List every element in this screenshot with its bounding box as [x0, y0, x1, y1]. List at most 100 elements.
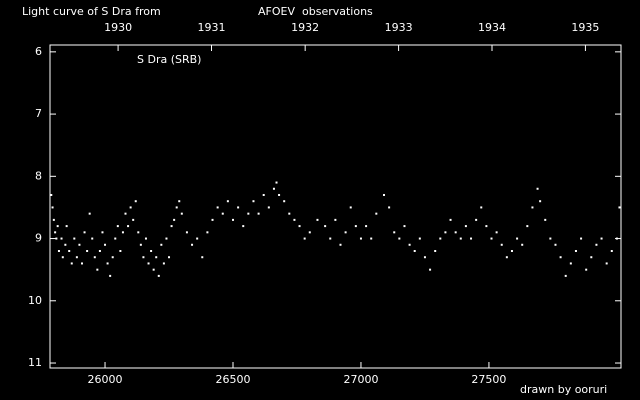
y-tick-label: 8: [35, 169, 42, 182]
point: [139, 243, 142, 246]
point: [51, 206, 54, 209]
point: [464, 225, 467, 228]
point: [142, 256, 145, 259]
point: [398, 237, 401, 240]
point: [544, 218, 547, 221]
point: [56, 225, 59, 228]
point: [413, 249, 416, 252]
point: [150, 249, 153, 252]
point: [111, 256, 114, 259]
x2-tick-label: 1933: [385, 21, 413, 34]
point: [554, 243, 557, 246]
point: [201, 256, 204, 259]
point: [152, 268, 155, 271]
point: [124, 212, 127, 215]
point: [98, 249, 101, 252]
x2-tick-label: 1934: [478, 21, 506, 34]
y-tick-label: 10: [28, 294, 42, 307]
point: [129, 206, 132, 209]
point: [475, 218, 478, 221]
point: [54, 231, 57, 234]
point: [275, 181, 278, 184]
point: [91, 237, 94, 240]
point: [191, 243, 194, 246]
point: [283, 200, 286, 203]
point: [429, 268, 432, 271]
point: [101, 231, 104, 234]
subtitle: S Dra (SRB): [137, 53, 201, 66]
point: [574, 249, 577, 252]
point: [354, 225, 357, 228]
point: [57, 249, 60, 252]
x2-tick-label: 1930: [104, 21, 132, 34]
point: [349, 206, 352, 209]
point: [539, 200, 542, 203]
point: [70, 262, 73, 265]
point: [526, 225, 529, 228]
point: [536, 187, 539, 190]
point: [418, 237, 421, 240]
point: [262, 193, 265, 196]
point: [564, 274, 567, 277]
point: [155, 256, 158, 259]
point: [211, 218, 214, 221]
point: [80, 262, 83, 265]
point: [252, 200, 255, 203]
point: [408, 243, 411, 246]
point: [316, 218, 319, 221]
point: [127, 225, 130, 228]
point: [180, 212, 183, 215]
point: [339, 243, 342, 246]
title-end: observations: [302, 5, 373, 18]
point: [590, 256, 593, 259]
point: [569, 262, 572, 265]
point: [147, 262, 150, 265]
point: [459, 237, 462, 240]
chart-title: Light curve of S Dra from: [22, 5, 161, 18]
point: [600, 237, 603, 240]
point: [334, 218, 337, 221]
point: [490, 237, 493, 240]
point: [500, 243, 503, 246]
point: [216, 206, 219, 209]
point: [60, 237, 63, 240]
point: [610, 249, 613, 252]
point: [247, 212, 250, 215]
point: [196, 237, 199, 240]
point: [444, 231, 447, 234]
point: [132, 218, 135, 221]
point: [288, 212, 291, 215]
point: [510, 249, 513, 252]
point: [359, 237, 362, 240]
point: [160, 243, 163, 246]
point: [109, 274, 112, 277]
x-tick-label: 26500: [215, 373, 250, 386]
point: [383, 193, 386, 196]
point: [495, 231, 498, 234]
point: [93, 256, 96, 259]
point: [375, 212, 378, 215]
point: [618, 206, 621, 209]
point: [454, 231, 457, 234]
x2-tick-label: 1932: [291, 21, 319, 34]
point: [68, 249, 71, 252]
point: [116, 225, 119, 228]
point: [65, 225, 68, 228]
point: [226, 200, 229, 203]
point: [73, 237, 76, 240]
point: [388, 206, 391, 209]
y-tick-label: 6: [35, 45, 42, 58]
point: [50, 193, 53, 196]
point: [434, 249, 437, 252]
plot-frame: [49, 44, 622, 369]
point: [55, 237, 58, 240]
point: [278, 193, 281, 196]
point: [96, 268, 99, 271]
title-source: AFOEV: [258, 5, 295, 18]
point: [88, 212, 91, 215]
point: [178, 200, 181, 203]
credit: drawn by ooruri: [520, 383, 607, 396]
point: [470, 237, 473, 240]
point: [134, 200, 137, 203]
